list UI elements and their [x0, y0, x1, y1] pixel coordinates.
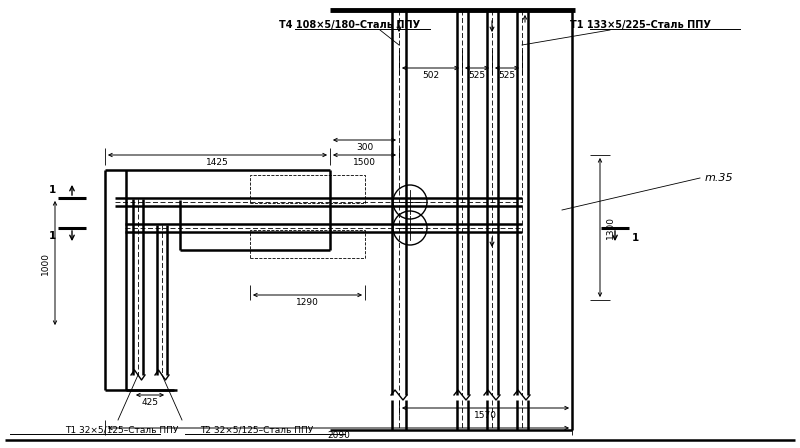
Text: 1: 1 [48, 185, 56, 195]
Text: 525: 525 [498, 70, 515, 79]
Text: 300: 300 [356, 142, 373, 151]
Text: 525: 525 [469, 70, 486, 79]
Text: T2 32×5/125–Сталь ППУ: T2 32×5/125–Сталь ППУ [200, 426, 314, 435]
Text: T1 133×5/225–Сталь ППУ: T1 133×5/225–Сталь ППУ [570, 20, 710, 30]
Text: 1290: 1290 [296, 297, 319, 306]
Text: 425: 425 [142, 397, 158, 406]
Text: 1: 1 [48, 231, 56, 241]
Text: T4 108×5/180–Сталь ППУ: T4 108×5/180–Сталь ППУ [279, 20, 421, 30]
Text: 1: 1 [631, 233, 638, 243]
Text: 1500: 1500 [353, 158, 376, 167]
Text: T1 32×5/125–Сталь ППУ: T1 32×5/125–Сталь ППУ [65, 426, 178, 435]
Text: 1570: 1570 [474, 410, 497, 419]
Text: 2090: 2090 [327, 431, 350, 439]
Text: 1300: 1300 [606, 216, 614, 239]
Text: 1000: 1000 [41, 251, 50, 275]
Text: m.35: m.35 [705, 173, 734, 183]
Text: 502: 502 [422, 70, 439, 79]
Text: 1425: 1425 [206, 158, 229, 167]
